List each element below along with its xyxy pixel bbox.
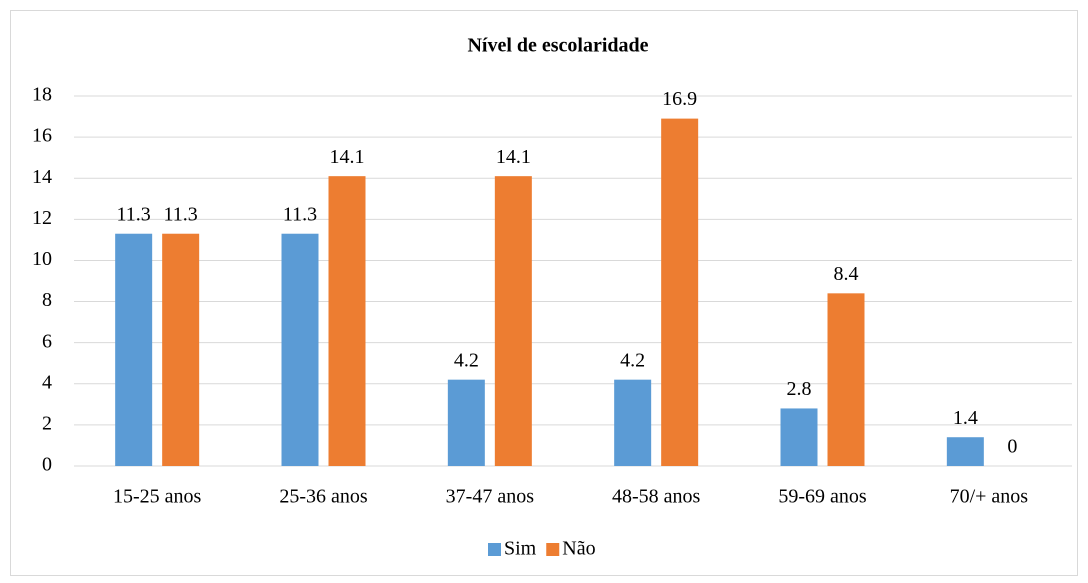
bar [946,437,984,466]
value-label: 0 [1007,436,1017,458]
y-tick-label: 6 [42,330,52,352]
bar [780,408,818,466]
y-tick-label: 12 [32,207,52,229]
bar [447,379,485,466]
legend-swatch [546,543,560,556]
value-label: 4.2 [620,349,645,371]
y-tick-label: 4 [42,371,52,393]
x-tick-label: 59-69 anos [778,486,867,508]
y-tick-label: 10 [32,248,52,270]
y-tick-label: 2 [42,412,52,434]
y-tick-label: 0 [42,454,52,476]
x-tick-label: 25-36 anos [279,486,368,508]
x-tick-label: 15-25 anos [113,486,202,508]
legend-swatch [488,543,501,556]
value-label: 1.4 [953,407,978,429]
y-tick-label: 18 [32,84,52,106]
chart-title: Nível de escolaridade [467,35,648,57]
value-label: 11.3 [117,203,151,225]
y-tick-label: 16 [32,125,52,147]
y-tick-label: 8 [42,289,52,311]
bar [494,176,532,466]
x-tick-label: 37-47 anos [446,486,535,508]
bar [281,233,319,466]
value-label: 14.1 [330,146,365,168]
value-label: 2.8 [787,378,812,400]
x-tick-label: 70/+ anos [950,486,1029,508]
y-tick-label: 14 [32,166,52,188]
value-label: 11.3 [283,203,317,225]
bar [661,118,699,466]
value-label: 16.9 [662,88,697,110]
bar [614,379,652,466]
value-label: 14.1 [496,146,531,168]
value-label: 4.2 [454,349,479,371]
bar [162,233,200,466]
legend-label: Não [562,538,595,560]
bar [827,293,865,466]
legend-label: Sim [504,538,537,560]
bar [115,233,153,466]
bar [328,176,366,466]
value-label: 11.3 [164,203,198,225]
value-label: 8.4 [834,263,859,285]
x-tick-label: 48-58 anos [612,486,701,508]
